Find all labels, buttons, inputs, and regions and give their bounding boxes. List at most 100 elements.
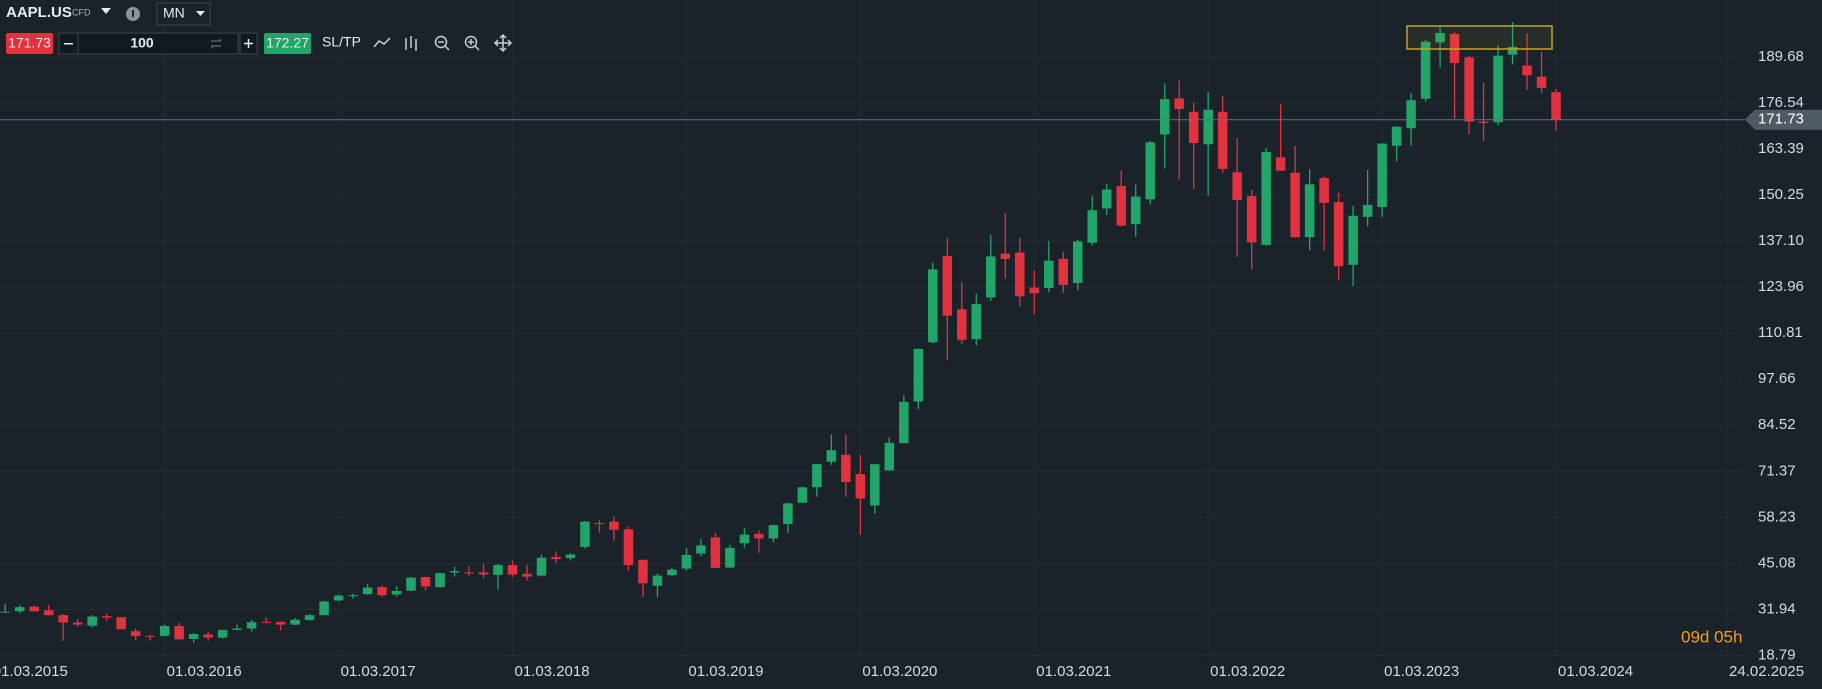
x-tick-label: 01.03.2022 (1210, 663, 1285, 680)
x-tick-label: 24.02.2025 (1729, 663, 1804, 680)
candle-body (174, 626, 184, 640)
candle-body (1058, 258, 1069, 285)
candle-body (957, 309, 967, 340)
timeframe-select[interactable] (156, 2, 211, 26)
candle-body (1246, 196, 1257, 243)
candle-body (710, 537, 721, 568)
candle-body (1290, 172, 1300, 238)
sltp-button[interactable]: SL/TP (322, 34, 361, 50)
x-tick-label: 01.03.2021 (1036, 663, 1111, 680)
buy-button[interactable] (264, 33, 311, 54)
candle-body (1015, 252, 1025, 297)
candle-body (14, 607, 25, 612)
candle-body (507, 565, 518, 575)
candle-body (783, 503, 793, 525)
candle-body (1203, 109, 1213, 145)
minus-glyph (64, 43, 73, 45)
instrument-type: CFD (72, 7, 91, 17)
candle-body (1464, 57, 1474, 122)
symbol-dropdown[interactable] (101, 8, 111, 14)
candle-body (1362, 204, 1373, 217)
candle-body (391, 590, 402, 595)
y-tick-label: 110.81 (1758, 324, 1803, 341)
candle-body (130, 631, 141, 637)
candle-body (0, 611, 10, 613)
candle-body (58, 615, 68, 623)
candle-body (855, 473, 866, 499)
y-tick-label: 58.23 (1758, 508, 1796, 525)
y-tick-label: 189.68 (1758, 48, 1804, 65)
candle-body (696, 545, 706, 554)
candle-body (739, 534, 750, 544)
candle-body (580, 521, 590, 547)
candle-body (377, 587, 387, 596)
candle-body (1377, 143, 1387, 208)
candle-body (797, 487, 808, 503)
candle-body (1188, 111, 1199, 143)
x-tick-label: 01.03.2019 (688, 663, 763, 680)
candle-body (1044, 260, 1054, 288)
candle-body (1145, 142, 1155, 200)
candle-body (1304, 184, 1315, 238)
candle-body (290, 619, 300, 625)
candle-body (72, 622, 83, 625)
candle-body (87, 616, 97, 626)
candle-body (435, 573, 445, 588)
x-tick-label: 01.03.2024 (1558, 663, 1633, 680)
candle-body (841, 454, 851, 483)
symbol: AAPL.US (6, 4, 72, 21)
candle-body (116, 617, 126, 630)
candle-body (899, 401, 909, 444)
sell-button[interactable] (6, 33, 53, 54)
candle-body (304, 615, 315, 621)
candle-body (464, 572, 474, 574)
candle-body (536, 557, 547, 576)
candle-body (188, 634, 199, 639)
candle-body (1391, 126, 1402, 146)
candle-body (870, 464, 880, 506)
zoom-in-icon[interactable] (464, 35, 478, 49)
candle-body (145, 635, 155, 637)
candle-body (420, 576, 431, 587)
y-tick-label: 84.52 (1758, 416, 1796, 433)
countdown: 09d 05h (1681, 627, 1742, 646)
candle-body (768, 525, 779, 539)
y-tick-label: 137.10 (1758, 232, 1804, 249)
swap-icon[interactable] (210, 38, 222, 49)
x-tick-label: 01.03.2016 (167, 663, 242, 680)
candle-body (1000, 253, 1011, 259)
candle-body (1435, 32, 1445, 43)
candle-body (1406, 100, 1416, 129)
candle-body (319, 601, 329, 616)
pan-icon[interactable] (493, 33, 513, 53)
candle-body (1232, 172, 1242, 201)
candle-body (406, 577, 416, 591)
y-tick-label: 150.25 (1758, 186, 1804, 203)
candle-body (493, 565, 503, 575)
volume: 100 (130, 35, 154, 51)
candle-body (1333, 202, 1344, 267)
candle-body (652, 575, 663, 586)
candle-body (1130, 196, 1141, 225)
candle-body (1029, 287, 1040, 294)
candle-body (1101, 189, 1112, 209)
candle-icon[interactable] (405, 36, 417, 51)
zoom-in-glyph (468, 39, 480, 51)
candle-body (43, 610, 54, 616)
y-tick-label: 123.96 (1758, 278, 1804, 295)
y-tick-label: 71.37 (1758, 462, 1796, 479)
candle-body (1261, 152, 1271, 245)
line-chart-icon[interactable] (373, 37, 391, 48)
info-glyph (132, 10, 134, 17)
candle-body (1478, 121, 1489, 123)
zoom-out-icon[interactable] (434, 35, 448, 49)
candle-body (1174, 98, 1184, 109)
buy-price: 172.27 (266, 35, 309, 51)
candle-body (681, 554, 692, 569)
candle-body (1072, 241, 1083, 284)
candle-body (246, 622, 257, 629)
volume-input[interactable] (77, 32, 239, 55)
highlight-box (1406, 25, 1553, 50)
